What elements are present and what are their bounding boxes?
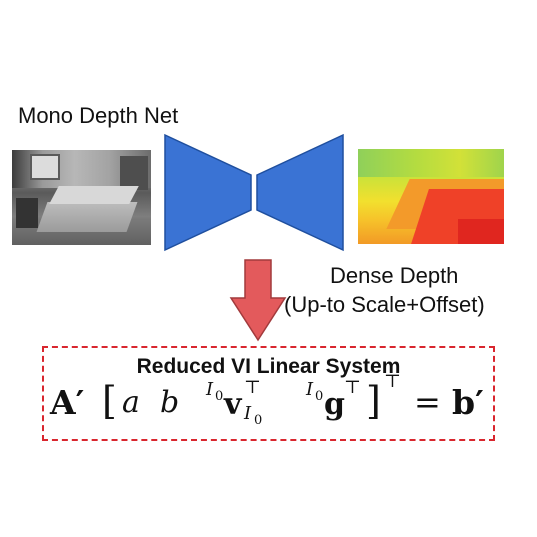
scale-a: a (122, 385, 140, 420)
depth-far-band (358, 149, 504, 177)
open-bracket: [ (102, 379, 117, 423)
equals-sign: = (414, 383, 441, 421)
matrix-a-prime: A′ (50, 383, 85, 422)
depth-nearest-region (458, 219, 504, 244)
system-title: Reduced VI Linear System (136, 355, 401, 378)
encoder-trapezoid (164, 133, 252, 252)
output-depth-map-image (358, 149, 504, 244)
image-table-top (49, 186, 139, 204)
linear-system-box: Reduced VI Linear System A′ [ a b I 0 v … (42, 346, 495, 441)
output-label-line1: Dense Depth (330, 263, 459, 288)
frame-prefix-1: I (206, 379, 214, 400)
frame-prefix-1-sub: 0 (215, 389, 224, 404)
encoder-decoder-network-icon (164, 133, 344, 252)
image-table-side (36, 202, 138, 232)
image-cabinet (120, 156, 148, 190)
decoder-trapezoid (256, 133, 344, 252)
velocity-frame-sub-sub: 0 (254, 413, 263, 428)
down-arrow-icon (229, 259, 287, 342)
outer-transpose: ⊤ (384, 371, 401, 392)
output-label-line2: (Up-to Scale+Offset) (284, 292, 485, 317)
velocity-frame-sub: I (244, 403, 252, 424)
network-title: Mono Depth Net (18, 103, 179, 128)
input-grayscale-image (12, 150, 151, 245)
frame-prefix-2-sub: 0 (315, 389, 324, 404)
linear-system-equation: A′ [ a b I 0 v ⊤ I 0 I 0 g ⊤ ] ⊤ = b′ (48, 371, 493, 439)
velocity-transpose: ⊤ (244, 377, 261, 398)
output-label: Dense Depth (Up-to Scale+Offset) (0, 263, 537, 323)
image-window (30, 154, 60, 180)
image-clutter (16, 198, 38, 228)
vector-b-prime: b′ (452, 383, 484, 422)
close-bracket: ] (366, 379, 381, 423)
offset-b: b (160, 385, 180, 420)
gravity-transpose: ⊤ (344, 377, 361, 398)
velocity-v: v (224, 387, 242, 422)
gravity-g: g (324, 387, 345, 422)
frame-prefix-2: I (306, 379, 314, 400)
